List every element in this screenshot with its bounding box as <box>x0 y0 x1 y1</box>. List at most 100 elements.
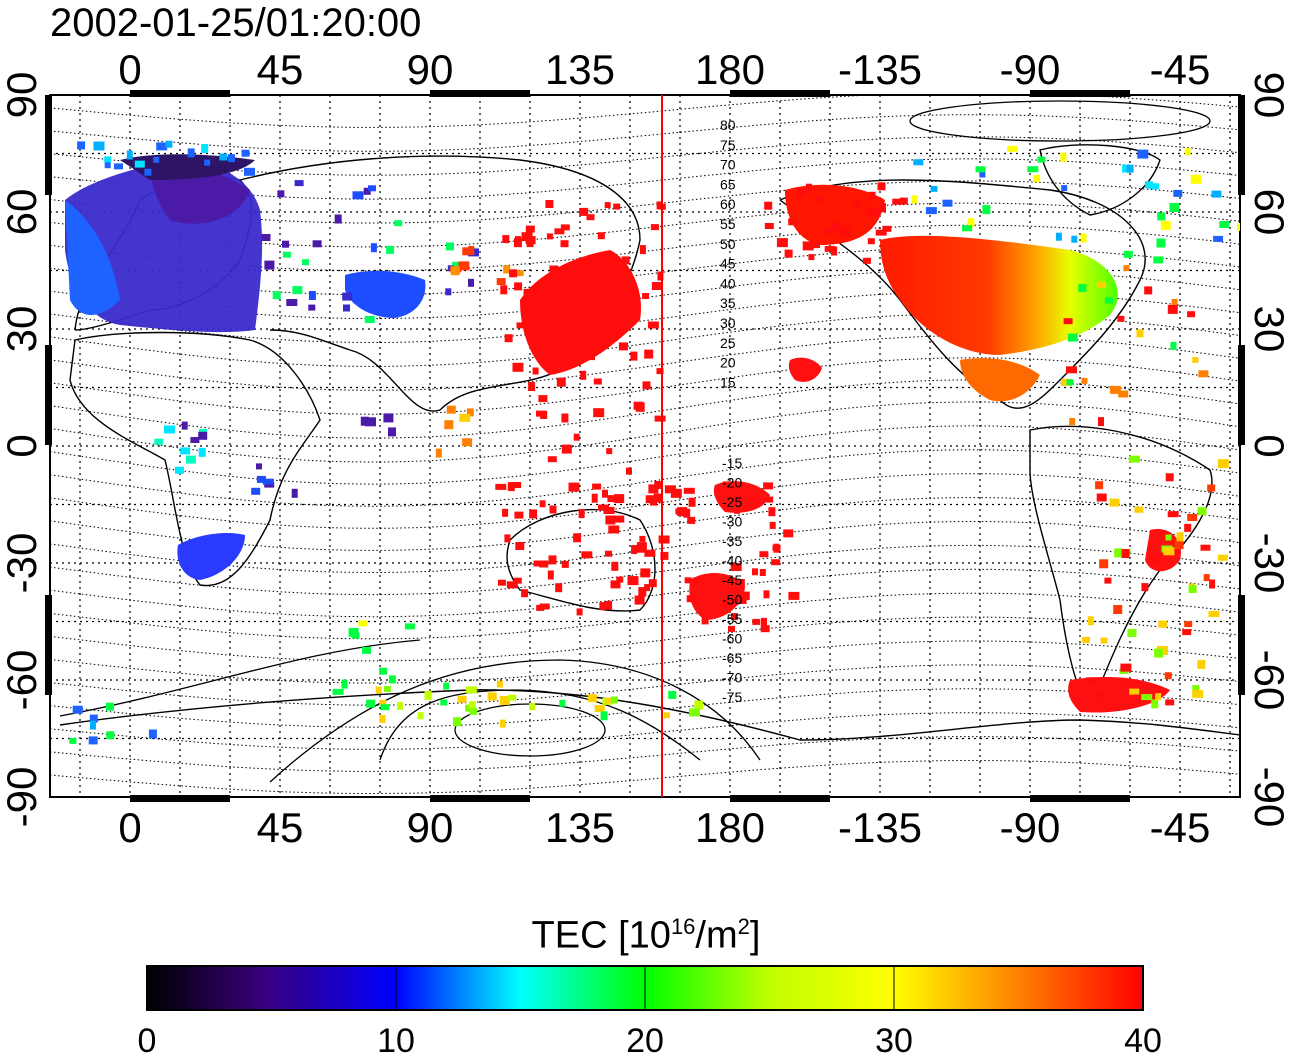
magnetic-latitude-line <box>50 568 1240 618</box>
tec-cell <box>692 577 700 587</box>
magnetic-latitude-line <box>50 246 1240 296</box>
tec-cell <box>251 487 261 495</box>
tec-cell <box>198 431 208 440</box>
tec-cell <box>1169 203 1180 212</box>
tec-cell <box>593 408 605 418</box>
tec-cell <box>581 551 593 559</box>
tec-cell <box>647 321 659 329</box>
tec-cell <box>633 401 644 410</box>
tec-cell <box>746 496 758 506</box>
tec-cell <box>348 627 359 637</box>
tec-cell <box>1154 648 1164 658</box>
tec-cell <box>579 207 589 216</box>
tec-cell <box>877 182 886 191</box>
tec-cell <box>417 712 424 720</box>
mag-lat-label: -25 <box>722 494 742 510</box>
mag-lat-label: 65 <box>720 176 736 192</box>
tec-cell <box>865 207 875 215</box>
tec-cell <box>650 224 659 231</box>
tec-cell <box>219 153 228 161</box>
tec-cell <box>651 282 663 290</box>
tec-cell <box>1164 672 1172 680</box>
tec-region-east-asia <box>520 250 641 375</box>
tec-cell <box>1182 629 1192 636</box>
tec-cell <box>979 171 986 178</box>
tec-cell <box>515 270 524 277</box>
tec-cell <box>1063 318 1073 325</box>
lon-tick-label: 90 <box>407 46 454 93</box>
mag-lat-label: 50 <box>720 236 736 252</box>
tec-cell <box>504 334 513 343</box>
tec-cell <box>594 705 605 713</box>
tec-cell <box>462 247 470 256</box>
tec-cell <box>499 695 510 705</box>
tec-cell <box>925 207 937 215</box>
colorbar-tick-label: 30 <box>875 1022 913 1057</box>
magnetic-latitude-line <box>50 136 1240 176</box>
tec-cell <box>1100 637 1108 644</box>
tec-cell <box>684 577 692 584</box>
magnetic-latitude-line <box>50 760 1240 794</box>
colorbar-label: TEC [1016/m2] <box>531 914 761 957</box>
tec-cell <box>761 617 767 627</box>
tec-region-north-america <box>880 235 1118 355</box>
frame-tick-bars <box>45 90 1245 802</box>
tec-cell <box>153 156 160 163</box>
tec-cell <box>1151 699 1159 709</box>
tec-cell <box>1136 329 1144 338</box>
tec-cell <box>663 712 670 719</box>
tec-cell <box>1027 166 1039 173</box>
tec-cell <box>597 232 605 240</box>
tec-cell <box>1184 148 1191 156</box>
tec-cell <box>104 156 112 163</box>
tec-cell <box>1096 493 1107 502</box>
mag-lat-label: 30 <box>720 315 736 331</box>
tec-cell <box>768 507 776 517</box>
tec-cell <box>815 195 824 202</box>
tec-cell <box>468 246 475 255</box>
tec-cell <box>982 205 991 215</box>
tec-cell <box>1094 692 1105 699</box>
tec-region-europe-west <box>65 200 120 315</box>
tec-cell <box>440 699 448 706</box>
tec-cell <box>388 427 396 437</box>
tec-cell <box>495 483 507 490</box>
lat-ticks-left: 90 60 30 0 -30 -60 -90 <box>0 72 45 828</box>
tec-cell <box>644 584 651 592</box>
tec-cell <box>625 315 636 325</box>
tec-cell <box>154 438 164 445</box>
tec-cell <box>1153 256 1164 264</box>
tec-cell <box>576 608 583 616</box>
tec-cell <box>529 509 538 519</box>
tec-cell <box>730 563 742 571</box>
tec-cell <box>343 304 350 312</box>
tec-cell <box>642 293 650 299</box>
tec-cell <box>566 284 576 292</box>
mag-lat-label: 80 <box>720 117 736 133</box>
tec-cell <box>1099 559 1109 569</box>
tec-cell <box>457 695 467 703</box>
tec-cell <box>365 417 376 427</box>
tec-region-patagonia <box>1068 677 1170 713</box>
tec-cell <box>386 245 395 254</box>
tec-cell <box>871 209 880 217</box>
tec-cell <box>644 349 654 359</box>
tec-cell <box>204 159 211 166</box>
magnetic-latitude-line <box>50 180 1240 224</box>
tec-cell <box>272 291 281 300</box>
tec-cell <box>1037 156 1046 163</box>
tec-cell <box>1080 233 1087 243</box>
lat-tick-label: -30 <box>0 533 45 594</box>
tec-cell <box>1137 149 1149 159</box>
tec-cell <box>468 278 474 287</box>
tec-cell <box>201 144 209 153</box>
tec-cell <box>497 579 506 586</box>
tec-cell <box>605 697 613 704</box>
tec-cell <box>1158 620 1168 628</box>
tec-cell <box>1066 366 1077 374</box>
tec-cell <box>776 238 788 248</box>
tec-cell <box>1125 679 1132 687</box>
tec-cell <box>256 463 262 470</box>
tec-cell <box>911 195 918 204</box>
tec-cell <box>687 516 696 524</box>
